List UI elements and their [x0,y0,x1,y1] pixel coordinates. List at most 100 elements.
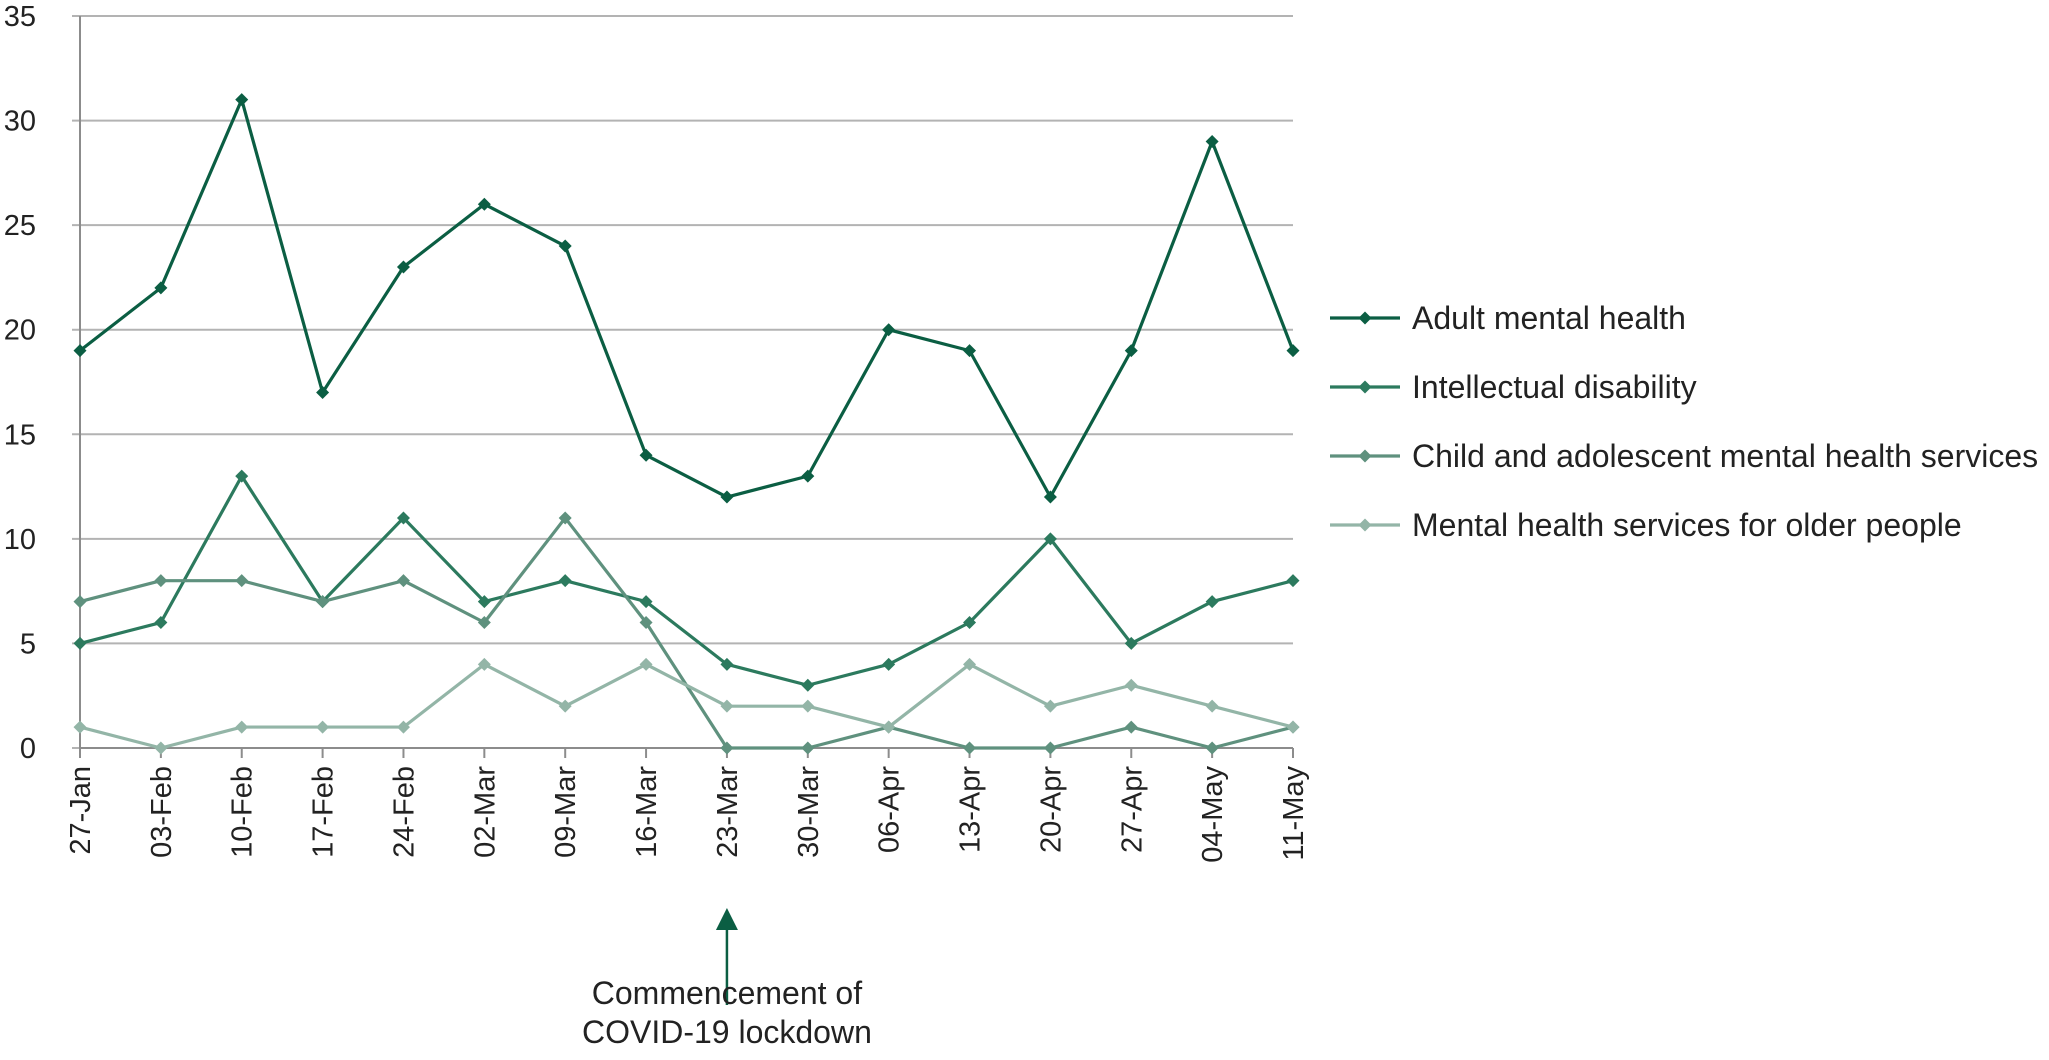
y-tick-label: 35 [4,1,36,33]
x-tick-label: 02-Mar [469,766,501,858]
lockdown-annotation: Commencement of COVID-19 lockdown [582,908,872,1050]
series-line [79,662,1294,750]
legend-item-1: Adult mental health [1330,300,1686,336]
y-tick-label: 30 [4,106,36,138]
legend-label: Intellectual disability [1412,369,1697,405]
data-point-marker [477,595,491,609]
data-point-marker [316,720,330,734]
x-tick-label: 17-Feb [308,766,340,858]
data-point-marker [1043,699,1057,713]
series-lines [73,93,1300,755]
series-2 [73,469,1300,692]
legend-label: Adult mental health [1412,300,1686,336]
data-point-marker [154,281,168,295]
data-point-marker [154,741,168,755]
x-tick-label: 27-Jan [65,766,97,855]
data-point-marker [1124,678,1138,692]
legend: Adult mental health Intellectual disabili… [1330,300,2038,543]
y-tick-label: 0 [20,733,36,765]
data-point-marker [73,720,87,734]
data-point-marker [963,616,977,630]
data-point-marker [1043,741,1057,755]
data-point-marker [477,657,491,671]
x-tick-label: 10-Feb [227,766,259,858]
data-point-marker [558,574,572,588]
annotation-line-2: COVID-19 lockdown [582,1014,872,1050]
x-tick-label: 13-Apr [955,766,987,853]
data-point-marker [801,741,815,755]
data-point-marker [720,699,734,713]
x-tick-label: 06-Apr [874,766,906,853]
data-point-marker [154,616,168,630]
data-point-marker [639,595,653,609]
x-tick-label: 30-Mar [793,766,825,858]
data-point-marker [1043,490,1057,504]
x-tick-label: 24-Feb [388,766,420,858]
series-line [79,98,1295,499]
legend-label: Child and adolescent mental health servi… [1412,438,2038,474]
legend-marker [1358,380,1372,394]
x-tick-label: 27-Apr [1116,766,1148,853]
data-point-marker [154,574,168,588]
data-point-marker [477,616,491,630]
data-point-marker [1205,595,1219,609]
y-tick-label: 10 [4,524,36,556]
series-4 [73,657,1300,755]
x-tick-label: 16-Mar [631,766,663,858]
data-point-marker [963,741,977,755]
data-point-marker [235,574,249,588]
data-point-marker [73,595,87,609]
y-tick-label: 20 [4,315,36,347]
x-tick-label: 20-Apr [1035,766,1067,853]
data-point-marker [396,260,410,274]
legend-marker [1358,518,1372,532]
data-point-marker [801,469,815,483]
x-tick-label: 03-Feb [146,766,178,858]
data-point-marker [396,574,410,588]
data-point-marker [1124,344,1138,358]
data-point-marker [1286,574,1300,588]
data-point-marker [720,741,734,755]
data-point-marker [235,720,249,734]
legend-item-2: Intellectual disability [1330,369,1697,405]
data-point-marker [801,699,815,713]
data-point-marker [639,448,653,462]
data-point-marker [1205,134,1219,148]
x-tick-label: 04-May [1197,766,1229,863]
data-point-marker [963,657,977,671]
x-tick-label: 11-May [1278,766,1310,861]
data-point-marker [235,93,249,107]
data-point-marker [1286,720,1300,734]
x-tick-label: 23-Mar [712,766,744,858]
data-point-marker [558,699,572,713]
y-tick-label: 15 [4,419,36,451]
data-point-marker [1043,532,1057,546]
data-point-marker [396,511,410,525]
data-point-marker [882,657,896,671]
legend-item-3: Child and adolescent mental health servi… [1330,438,2038,474]
legend-marker [1358,311,1372,325]
y-tick-label: 25 [4,210,36,242]
axes: 0 5 10 15 20 25 30 35 27-Jan 03-Feb 10-Feb 17-Feb 24… [4,1,1310,863]
y-tick-label: 5 [20,628,36,660]
data-point-marker [801,678,815,692]
data-point-marker [882,323,896,337]
data-point-marker [882,720,896,734]
data-point-marker [316,385,330,399]
data-point-marker [73,636,87,650]
data-point-marker [558,239,572,253]
data-point-marker [963,344,977,358]
data-point-marker [639,657,653,671]
data-point-marker [1205,699,1219,713]
data-point-marker [73,344,87,358]
gridlines [72,15,1293,749]
series-line [79,474,1294,687]
data-point-marker [720,490,734,504]
annotation-line-1: Commencement of [592,975,862,1011]
legend-label: Mental health services for older people [1412,507,1962,543]
data-point-marker [396,720,410,734]
x-tick-label: 09-Mar [550,766,582,858]
up-arrow-icon [715,908,738,930]
